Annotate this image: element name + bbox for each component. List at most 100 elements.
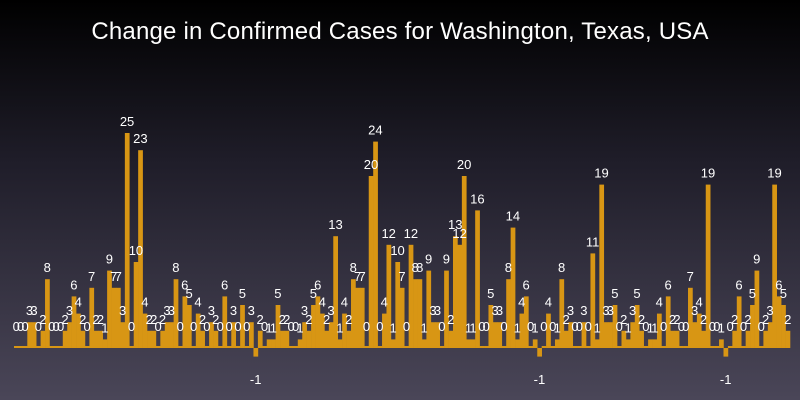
bar: [355, 287, 361, 348]
bar-value-label: 2: [97, 312, 104, 327]
bar-value-label: 2: [323, 312, 330, 327]
bar-value-label: 0: [53, 319, 60, 334]
bar-value-label: 0: [225, 319, 232, 334]
bar-value-label: 8: [505, 260, 512, 275]
bar: [342, 313, 347, 348]
bar-value-label: 4: [194, 295, 201, 310]
bar-value-label: 4: [75, 295, 82, 310]
bar: [49, 346, 55, 348]
bar: [324, 330, 330, 348]
bar-value-label: 3: [248, 303, 255, 318]
bar-value-label: 20: [457, 157, 471, 172]
bar-value-label: 1: [514, 320, 521, 335]
bar: [625, 339, 631, 348]
bar: [222, 296, 228, 348]
bar: [67, 322, 72, 348]
bar: [249, 322, 254, 348]
bar: [240, 305, 245, 348]
bar-value-label: 3: [607, 303, 614, 318]
bar: [231, 322, 237, 348]
bar-value-label: 4: [381, 295, 388, 310]
bar-value-label: 19: [701, 166, 715, 181]
bar-value-label: 0: [13, 319, 20, 334]
bar: [435, 322, 440, 348]
bar-value-label: 5: [310, 286, 317, 301]
bar-value-label: 0: [17, 319, 24, 334]
bar: [484, 346, 489, 348]
bar-value-label: 3: [766, 303, 773, 318]
bar-value-label: 0: [660, 319, 667, 334]
bar-value-label: 3: [168, 303, 175, 318]
bar-value-label: 4: [319, 295, 326, 310]
bar: [382, 313, 387, 348]
bar-value-label: 0: [549, 319, 556, 334]
bar: [421, 339, 427, 348]
bar: [430, 322, 436, 348]
bar-value-label: 3: [66, 303, 73, 318]
bar: [683, 346, 689, 348]
bar: [537, 348, 542, 357]
bar: [151, 330, 157, 348]
bar-value-label: 0: [288, 319, 295, 334]
bar: [758, 346, 764, 348]
bar-value-label: 8: [416, 260, 423, 275]
bar-value-label: 0: [154, 319, 161, 334]
bar: [745, 330, 751, 348]
bar: [288, 346, 294, 348]
bar: [776, 296, 782, 348]
bar-value-label: 1: [101, 320, 108, 335]
bar: [111, 287, 117, 348]
bar-value-label: 2: [731, 312, 738, 327]
bar: [257, 330, 263, 348]
bar: [763, 330, 769, 348]
bar-value-label: 1: [625, 320, 632, 335]
bar: [204, 346, 210, 348]
bar-value-label: 14: [506, 209, 520, 224]
bar-value-label: 4: [656, 295, 663, 310]
bar: [209, 322, 214, 348]
bar-value-label: 3: [629, 303, 636, 318]
bar-value-label: 12: [404, 226, 418, 241]
bar: [714, 346, 720, 348]
bar: [741, 346, 746, 348]
bar: [306, 330, 312, 348]
bar: [138, 150, 143, 348]
bar-value-label: 25: [120, 114, 134, 129]
bar-value-label: 0: [682, 319, 689, 334]
bar: [705, 184, 711, 348]
bar-value-label: 11: [586, 234, 600, 249]
bar: [368, 176, 374, 348]
bar-value-label: 8: [558, 260, 565, 275]
bar-value-label: 0: [376, 319, 383, 334]
bar: [98, 330, 103, 348]
bar-value-label: 0: [217, 319, 224, 334]
bar-value-label: 0: [478, 319, 485, 334]
bar: [191, 346, 197, 348]
bar-value-label: 0: [678, 319, 685, 334]
bar-value-label: 7: [687, 269, 694, 284]
bar: [84, 346, 90, 348]
bar-value-label: 6: [70, 277, 77, 292]
bar-value-label: 19: [594, 166, 608, 181]
bar-value-label: 1: [390, 320, 397, 335]
bar: [648, 339, 653, 348]
bar: [754, 270, 760, 348]
bar-value-label: 0: [576, 319, 583, 334]
bar: [501, 346, 507, 348]
bar-value-label: 4: [341, 295, 348, 310]
bar-value-label: 2: [212, 312, 219, 327]
bar-value-label: 1: [647, 320, 654, 335]
bar: [559, 279, 565, 348]
bar-value-label: 0: [727, 319, 734, 334]
bar-value-label: 1: [469, 320, 476, 335]
bar-value-label: 0: [57, 319, 64, 334]
bar: [186, 305, 192, 348]
bar-value-label: 0: [403, 319, 410, 334]
bar: [359, 287, 365, 348]
bar: [253, 348, 259, 357]
bar: [413, 279, 418, 348]
bar-value-label: 1: [265, 320, 272, 335]
bar-value-label: 2: [620, 312, 627, 327]
bar-value-label: 9: [106, 252, 113, 267]
bar: [102, 339, 108, 348]
